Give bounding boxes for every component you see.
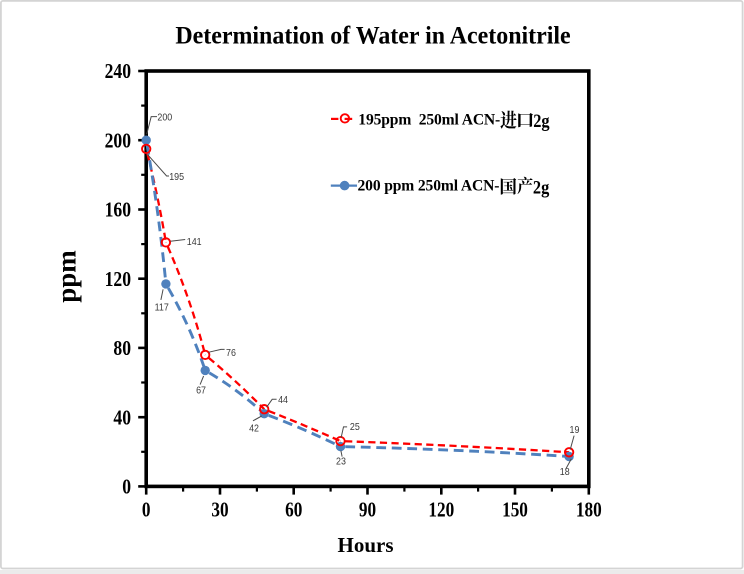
svg-text:44: 44 [278,395,288,407]
svg-text:60: 60 [285,499,302,522]
svg-text:25: 25 [350,422,360,434]
svg-text:ppm: ppm [52,250,82,303]
svg-text:42: 42 [249,423,259,435]
svg-text:40: 40 [113,407,131,430]
svg-text:2g: 2g [533,110,550,131]
svg-text:150: 150 [502,499,528,522]
svg-text:90: 90 [359,499,376,522]
svg-text:19: 19 [570,424,580,436]
svg-text:141: 141 [187,236,202,248]
svg-text:76: 76 [226,347,236,359]
svg-text:240: 240 [105,61,131,84]
svg-text:180: 180 [576,499,602,522]
svg-text:67: 67 [196,385,206,397]
svg-text:2g: 2g [533,176,550,197]
svg-text:0: 0 [122,476,131,499]
svg-text:30: 30 [211,499,228,522]
svg-text:117: 117 [155,302,169,314]
svg-text:200 ppm 250ml ACN-: 200 ppm 250ml ACN- [358,178,500,195]
svg-text:120: 120 [428,499,454,522]
svg-text:200: 200 [105,130,131,153]
svg-text:195: 195 [169,172,184,184]
svg-text:195ppm 250ml ACN-: 195ppm 250ml ACN- [358,111,500,128]
svg-text:Hours: Hours [337,533,393,557]
svg-text:200: 200 [157,112,172,124]
svg-text:18: 18 [560,466,570,478]
svg-text:0: 0 [142,499,151,522]
svg-text:160: 160 [105,199,131,222]
svg-text:120: 120 [105,269,131,292]
svg-text:80: 80 [113,338,131,361]
svg-text:Determination of Water in Acet: Determination of Water in Acetonitrile [175,22,570,50]
svg-text:23: 23 [336,456,346,468]
